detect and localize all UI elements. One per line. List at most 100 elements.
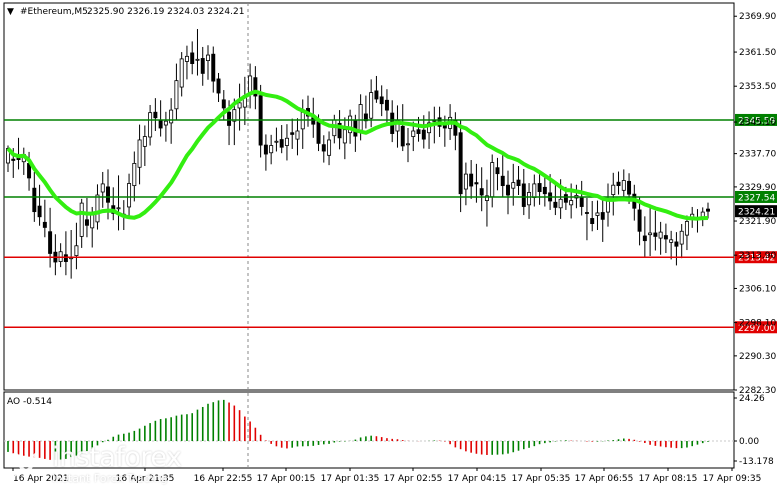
candle-body <box>411 130 416 137</box>
level-label-green-lower: 2327.54 <box>735 190 777 203</box>
candle-body <box>79 202 84 237</box>
moving-average-line <box>6 89 709 221</box>
candle-body <box>363 113 368 122</box>
candle-body <box>579 197 584 207</box>
candle-body <box>474 182 479 185</box>
candle-body <box>90 213 95 229</box>
candle-body <box>200 58 205 74</box>
candle-body <box>658 231 663 239</box>
candle-body <box>590 218 595 224</box>
candle-body <box>490 162 495 198</box>
candle-body <box>190 52 195 64</box>
candle-body <box>706 208 710 212</box>
candle-body <box>406 143 410 146</box>
candle-body <box>211 53 216 82</box>
candle-body <box>553 201 558 208</box>
current-price-text: 2324.21 <box>738 208 775 218</box>
time-axis-label: 16 Apr 2021 <box>13 474 69 484</box>
ao-axis-label: 0.00 <box>739 437 759 447</box>
candle-body <box>469 173 474 187</box>
candle-body <box>684 221 689 236</box>
candle-body <box>506 184 510 196</box>
candle-body <box>169 109 174 124</box>
candle-body <box>642 235 647 242</box>
candle-body <box>500 175 505 187</box>
candle-body <box>269 145 274 154</box>
price-axis-label: 2321.90 <box>739 217 776 227</box>
candle-body <box>516 179 521 187</box>
candle-body <box>237 102 242 109</box>
time-axis-label: 17 Apr 02:55 <box>384 474 443 484</box>
candle-body <box>595 212 600 216</box>
candle-body <box>316 121 321 144</box>
price-axis-label: 2313.90 <box>739 251 776 261</box>
level-label-box <box>735 113 777 126</box>
candle-body <box>227 111 232 126</box>
candle-body <box>232 109 237 122</box>
price-axis-label: 2306.10 <box>739 284 776 294</box>
time-axis-label: 17 Apr 05:35 <box>512 474 571 484</box>
candle-body <box>458 132 463 195</box>
candle-body <box>290 132 295 135</box>
level-label-red-lower: 2297.00 <box>735 321 777 334</box>
candle-body <box>295 130 300 140</box>
level-label-box <box>735 190 777 203</box>
candle-body <box>63 254 68 262</box>
candle-body <box>616 181 621 187</box>
price-axis-label: 2361.50 <box>739 48 776 58</box>
candle-body <box>163 120 168 126</box>
time-axis-label: 16 Apr 21:35 <box>116 474 175 484</box>
candle-body <box>253 77 258 97</box>
candle-body <box>384 99 389 111</box>
level-label-text: 2327.54 <box>738 193 775 203</box>
time-axis-label: 17 Apr 08:15 <box>639 474 698 484</box>
price-axis-label: 2353.50 <box>739 82 776 92</box>
candle-body <box>484 195 489 201</box>
ao-indicator-label: AO -0.514 <box>7 397 52 407</box>
candle-body <box>179 58 184 88</box>
time-axis-label: 17 Apr 06:55 <box>575 474 634 484</box>
candle-body <box>48 231 53 254</box>
level-label-box <box>735 321 777 334</box>
candle-body <box>511 182 516 189</box>
candle-body <box>184 55 189 62</box>
candle-body <box>663 235 668 240</box>
candle-body <box>537 183 542 192</box>
candle-body <box>400 125 405 147</box>
price-axis-label: 2369.90 <box>739 12 776 22</box>
candle-body <box>142 136 147 147</box>
candle-body <box>342 129 347 144</box>
candle-body <box>284 137 289 146</box>
candle-body <box>379 96 384 105</box>
candle-body <box>416 129 421 134</box>
price-axis-label: 2290.30 <box>739 352 776 362</box>
candle-body <box>106 186 110 203</box>
candle-body <box>11 158 16 161</box>
candle-body <box>6 148 10 164</box>
candle-body <box>32 187 37 213</box>
chart-header-arrow[interactable]: ▼ <box>7 7 14 17</box>
level-label-green-upper: 2345.59 <box>735 113 777 126</box>
chart-header-symbol: #Ethereum,M5 <box>20 7 88 17</box>
price-axis-label: 2345.10 <box>739 118 776 128</box>
time-axis-label: 17 Apr 01:35 <box>321 474 380 484</box>
candle-body <box>100 183 105 193</box>
candle-body <box>527 192 532 206</box>
candle-body <box>558 198 563 209</box>
candle-body <box>637 209 642 232</box>
candle-body <box>611 184 616 195</box>
candle-body <box>132 163 137 187</box>
candle-body <box>374 90 379 100</box>
level-label-red-upper: 2313.42 <box>735 251 777 264</box>
time-axis-label: 17 Apr 04:15 <box>448 474 507 484</box>
candle-body <box>584 212 589 214</box>
candle-body <box>479 188 484 196</box>
candle-body <box>669 239 674 243</box>
candle-body <box>600 212 605 220</box>
level-label-text: 2345.59 <box>738 116 775 126</box>
ao-panel-border <box>3 391 735 469</box>
time-axis-label: 17 Apr 09:35 <box>703 474 762 484</box>
candle-body <box>621 180 626 191</box>
candle-body <box>74 245 79 256</box>
